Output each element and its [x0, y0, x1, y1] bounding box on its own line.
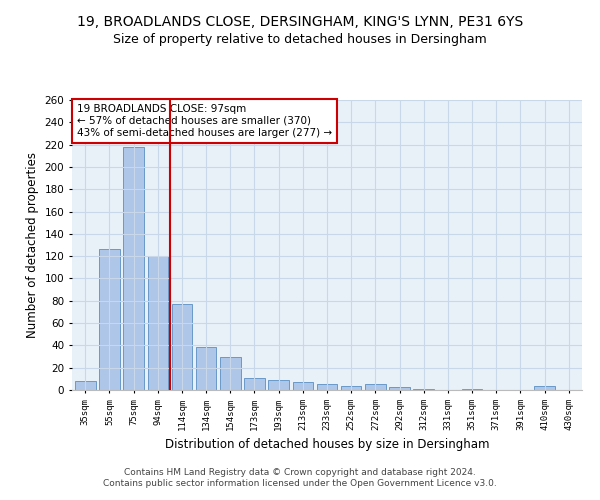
Bar: [172, 304, 192, 390]
Bar: [124, 147, 144, 390]
Bar: [534, 386, 555, 390]
Text: Contains HM Land Registry data © Crown copyright and database right 2024.
Contai: Contains HM Land Registry data © Crown c…: [103, 468, 497, 487]
Bar: [365, 384, 386, 390]
Bar: [389, 386, 410, 390]
Bar: [462, 389, 482, 390]
X-axis label: Distribution of detached houses by size in Dersingham: Distribution of detached houses by size …: [165, 438, 489, 451]
Bar: [196, 346, 217, 390]
Text: 19 BROADLANDS CLOSE: 97sqm
← 57% of detached houses are smaller (370)
43% of sem: 19 BROADLANDS CLOSE: 97sqm ← 57% of deta…: [77, 104, 332, 138]
Bar: [268, 380, 289, 390]
Bar: [413, 389, 434, 390]
Bar: [99, 250, 120, 390]
Bar: [75, 381, 95, 390]
Bar: [317, 384, 337, 390]
Text: 19, BROADLANDS CLOSE, DERSINGHAM, KING'S LYNN, PE31 6YS: 19, BROADLANDS CLOSE, DERSINGHAM, KING'S…: [77, 15, 523, 29]
Bar: [293, 382, 313, 390]
Bar: [148, 256, 168, 390]
Y-axis label: Number of detached properties: Number of detached properties: [26, 152, 39, 338]
Bar: [244, 378, 265, 390]
Bar: [341, 386, 361, 390]
Text: Size of property relative to detached houses in Dersingham: Size of property relative to detached ho…: [113, 32, 487, 46]
Bar: [220, 356, 241, 390]
